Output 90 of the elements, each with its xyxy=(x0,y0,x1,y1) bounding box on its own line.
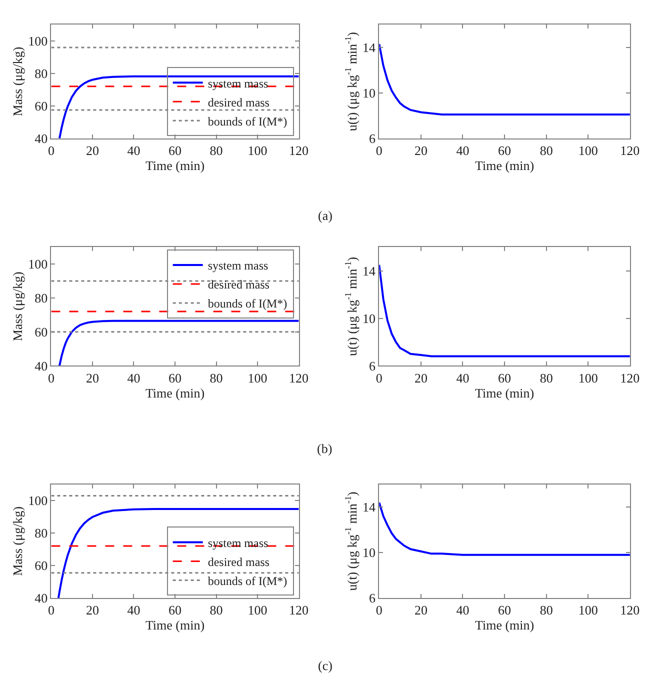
x-tick-label: 80 xyxy=(210,370,223,386)
x-tick-label: 20 xyxy=(86,370,99,386)
x-axis-title: Time (min) xyxy=(474,158,534,173)
y-tick-label: 10 xyxy=(362,545,376,560)
x-axis-title: Time (min) xyxy=(474,618,534,633)
x-tick-label: 100 xyxy=(248,142,268,158)
line-series xyxy=(58,320,299,366)
text: (b) xyxy=(317,441,332,456)
x-tick-label: 60 xyxy=(168,602,182,618)
y-tick-label: 14 xyxy=(362,40,376,55)
legend-label: bounds of I(M*) xyxy=(208,296,288,311)
x-tick-label: 0 xyxy=(376,142,382,158)
x-tick-label: 20 xyxy=(414,142,428,158)
x-axis-title: Time (min) xyxy=(145,158,205,173)
x-tick-label: 40 xyxy=(456,142,470,158)
x-tick-label: 0 xyxy=(376,370,382,386)
y-tick-label: 100 xyxy=(28,256,48,272)
y-tick-label: 40 xyxy=(34,590,48,606)
y-axis-title: Mass (μg/kg) xyxy=(10,46,26,116)
x-tick-label: 0 xyxy=(376,602,382,618)
y-tick-label: 60 xyxy=(34,324,48,340)
line-series xyxy=(379,43,630,116)
x-axis-title: Time (min) xyxy=(474,385,534,400)
y-tick-label: 100 xyxy=(28,493,48,508)
x-tick-label: 120 xyxy=(620,602,640,618)
x-tick-label: 20 xyxy=(86,602,99,618)
y-tick-label: 6 xyxy=(369,590,376,606)
y-tick-label: 100 xyxy=(28,34,48,48)
text: (c) xyxy=(318,658,332,673)
x-tick-label: 80 xyxy=(540,370,553,386)
line-series xyxy=(58,75,299,138)
x-tick-label: 80 xyxy=(210,602,223,618)
y-tick-label: 14 xyxy=(362,500,376,515)
legend-label: desired mass xyxy=(208,554,270,569)
legend-label: system mass xyxy=(208,76,268,90)
y-tick-label: 10 xyxy=(362,85,376,100)
legend-label: system mass xyxy=(208,258,268,273)
y-tick-label: 6 xyxy=(369,130,376,146)
y-tick-label: 80 xyxy=(34,526,48,541)
x-tick-label: 40 xyxy=(456,370,470,386)
x-tick-label: 100 xyxy=(578,142,598,158)
y-tick-label: 40 xyxy=(34,130,48,146)
x-axis-title: Time (min) xyxy=(145,618,205,633)
x-tick-label: 100 xyxy=(578,370,598,386)
y-tick-label: 6 xyxy=(369,358,376,374)
x-tick-label: 120 xyxy=(289,142,309,158)
line-series xyxy=(379,264,630,358)
line-series xyxy=(57,508,299,598)
legend-label: system mass xyxy=(208,536,268,550)
y-tick-label: 10 xyxy=(362,310,376,326)
x-tick-label: 40 xyxy=(456,602,470,618)
x-tick-label: 60 xyxy=(498,602,512,618)
x-tick-label: 120 xyxy=(620,370,640,386)
y-axis-title: Mass (μg/kg) xyxy=(10,506,26,576)
legend-label: desired mass xyxy=(208,95,270,110)
legend-label: bounds of I(M*) xyxy=(208,574,288,588)
y-tick-label: 80 xyxy=(34,290,48,306)
y-tick-label: 40 xyxy=(34,358,48,374)
y-tick-label: 14 xyxy=(362,263,376,278)
x-tick-label: 20 xyxy=(414,602,428,618)
x-tick-label: 120 xyxy=(289,602,309,618)
legend-label: bounds of I(M*) xyxy=(208,114,288,128)
x-tick-label: 60 xyxy=(498,370,512,386)
x-tick-label: 0 xyxy=(48,142,54,158)
x-tick-label: 100 xyxy=(578,602,598,618)
y-axis-title: Mass (μg/kg) xyxy=(10,272,26,342)
x-axis-title: Time (min) xyxy=(145,385,205,400)
x-tick-label: 20 xyxy=(414,370,428,386)
x-tick-label: 60 xyxy=(168,142,182,158)
y-tick-label: 80 xyxy=(34,66,48,81)
x-tick-label: 60 xyxy=(498,142,512,158)
line-series xyxy=(379,502,630,556)
y-tick-label: 60 xyxy=(34,98,48,114)
x-tick-label: 40 xyxy=(127,370,140,386)
x-tick-label: 40 xyxy=(127,142,140,158)
x-tick-label: 20 xyxy=(86,142,99,158)
x-tick-label: 40 xyxy=(127,602,140,618)
legend-label: desired mass xyxy=(208,278,270,292)
y-tick-label: 60 xyxy=(34,558,48,574)
x-tick-label: 60 xyxy=(168,370,182,386)
x-tick-label: 80 xyxy=(540,142,553,158)
x-tick-label: 100 xyxy=(248,370,268,386)
x-tick-label: 0 xyxy=(48,602,54,618)
x-tick-label: 80 xyxy=(540,602,553,618)
x-tick-label: 120 xyxy=(620,142,640,158)
text: (a) xyxy=(318,208,332,223)
x-tick-label: 0 xyxy=(48,370,54,386)
x-tick-label: 120 xyxy=(289,370,309,386)
x-tick-label: 100 xyxy=(248,602,268,618)
x-tick-label: 80 xyxy=(210,142,223,158)
